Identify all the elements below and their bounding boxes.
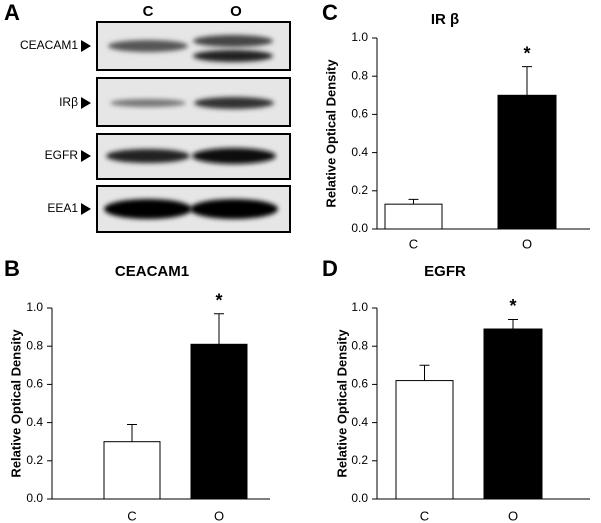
y-tick-label: 0.4 <box>351 145 368 159</box>
y-tick-label: 1.0 <box>26 300 43 314</box>
band <box>192 148 276 164</box>
x-tick-label: C <box>127 508 136 523</box>
y-axis-label: Relative Optical Density <box>323 59 338 208</box>
bar <box>384 203 443 230</box>
arrow <box>81 150 91 162</box>
y-tick-label: 0.0 <box>351 491 368 505</box>
x-tick-label: O <box>214 508 224 523</box>
chart-title: IR β <box>431 11 459 28</box>
band <box>106 149 190 163</box>
arrow <box>81 203 91 215</box>
significance-mark: * <box>523 43 530 63</box>
y-tick-label: 0.8 <box>351 68 368 82</box>
panel-label: B <box>4 256 20 281</box>
x-tick-label: O <box>508 508 518 523</box>
band <box>110 99 186 107</box>
bar-chart: C IR β Relative Optical Density 0.0 0.2 0.4 0.… <box>322 0 590 251</box>
band <box>193 35 273 47</box>
y-tick-label: 0.2 <box>26 453 43 467</box>
error-bar <box>408 198 419 205</box>
chart-title: CEACAM1 <box>115 263 189 280</box>
y-tick-label: 1.0 <box>351 300 368 314</box>
y-axis-label: Relative Optical Density <box>334 329 349 478</box>
x-tick-label: O <box>522 236 532 251</box>
x-tick-label: C <box>420 508 429 523</box>
bar <box>395 380 454 500</box>
lane-label: O <box>230 3 242 20</box>
bar <box>497 94 557 230</box>
error-bar <box>214 313 224 345</box>
band <box>104 199 192 219</box>
significance-mark: * <box>509 296 516 316</box>
y-tick-label: 0.2 <box>351 453 368 467</box>
x-tick-label: C <box>409 236 418 251</box>
error-bar <box>127 424 137 442</box>
arrow <box>81 97 91 109</box>
band <box>194 97 274 109</box>
y-tick-label: 0.6 <box>26 377 43 391</box>
panel-label: A <box>4 0 20 25</box>
error-bar <box>522 66 532 96</box>
y-tick-label: 0.2 <box>351 183 368 197</box>
error-bar <box>419 364 430 381</box>
band <box>193 50 273 62</box>
y-tick-label: 0.6 <box>351 377 368 391</box>
y-tick-label: 1.0 <box>351 30 368 44</box>
y-tick-label: 0.6 <box>351 107 368 121</box>
y-tick-label: 0.8 <box>26 338 43 352</box>
y-tick-label: 0.8 <box>351 338 368 352</box>
row-label: CEACAM1 <box>20 38 78 52</box>
band <box>190 199 278 219</box>
row-label: EEA1 <box>47 201 78 215</box>
error-bar <box>508 318 518 330</box>
lane-label: C <box>143 3 154 20</box>
band <box>108 40 188 52</box>
panel-label: C <box>322 0 338 25</box>
y-tick-label: 0.0 <box>351 221 368 235</box>
row-label: EGFR <box>45 148 79 162</box>
y-tick-label: 0.0 <box>26 491 43 505</box>
bar <box>103 441 161 500</box>
bar <box>190 343 248 500</box>
bar <box>483 328 543 500</box>
y-axis-label: Relative Optical Density <box>8 329 23 478</box>
arrow <box>81 40 91 52</box>
significance-mark: * <box>215 290 222 310</box>
panel-label: D <box>322 256 338 281</box>
y-tick-label: 0.4 <box>351 415 368 429</box>
chart-title: EGFR <box>424 263 466 280</box>
blot-panel: A C O CEACAM1 IRβ EGFR EEA1 <box>4 0 291 233</box>
y-tick-label: 0.4 <box>26 415 43 429</box>
row-label: IRβ <box>59 95 78 109</box>
